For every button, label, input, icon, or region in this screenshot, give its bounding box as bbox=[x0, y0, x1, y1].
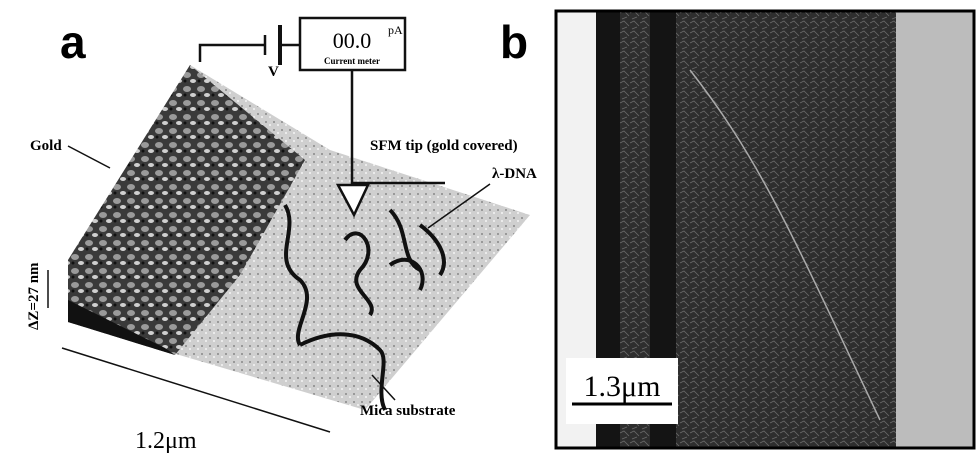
tip-label: SFM tip (gold covered) bbox=[370, 138, 518, 154]
scale-label: 1.3μm bbox=[584, 370, 661, 403]
figure: a 00.0 pA Current meter V Gold bbox=[0, 0, 978, 454]
voltage-label: V bbox=[268, 64, 279, 80]
panel-b: b 1.3μm bbox=[500, 11, 974, 448]
meter-reading: 00.0 bbox=[333, 28, 372, 53]
dna-label: λ-DNA bbox=[492, 166, 537, 182]
gold-label: Gold bbox=[30, 138, 62, 154]
arrow bbox=[68, 146, 110, 168]
meter-name: Current meter bbox=[324, 56, 380, 66]
panel-label: b bbox=[500, 16, 528, 68]
scale-label: 1.2μm bbox=[135, 428, 197, 454]
height-label: ΔZ=27 nm bbox=[26, 262, 42, 330]
substrate-label: Mica substrate bbox=[360, 403, 456, 419]
band bbox=[896, 11, 974, 448]
panel-a: a 00.0 pA Current meter V Gold bbox=[26, 16, 537, 454]
meter-unit: pA bbox=[388, 23, 403, 37]
panel-label: a bbox=[60, 16, 86, 68]
